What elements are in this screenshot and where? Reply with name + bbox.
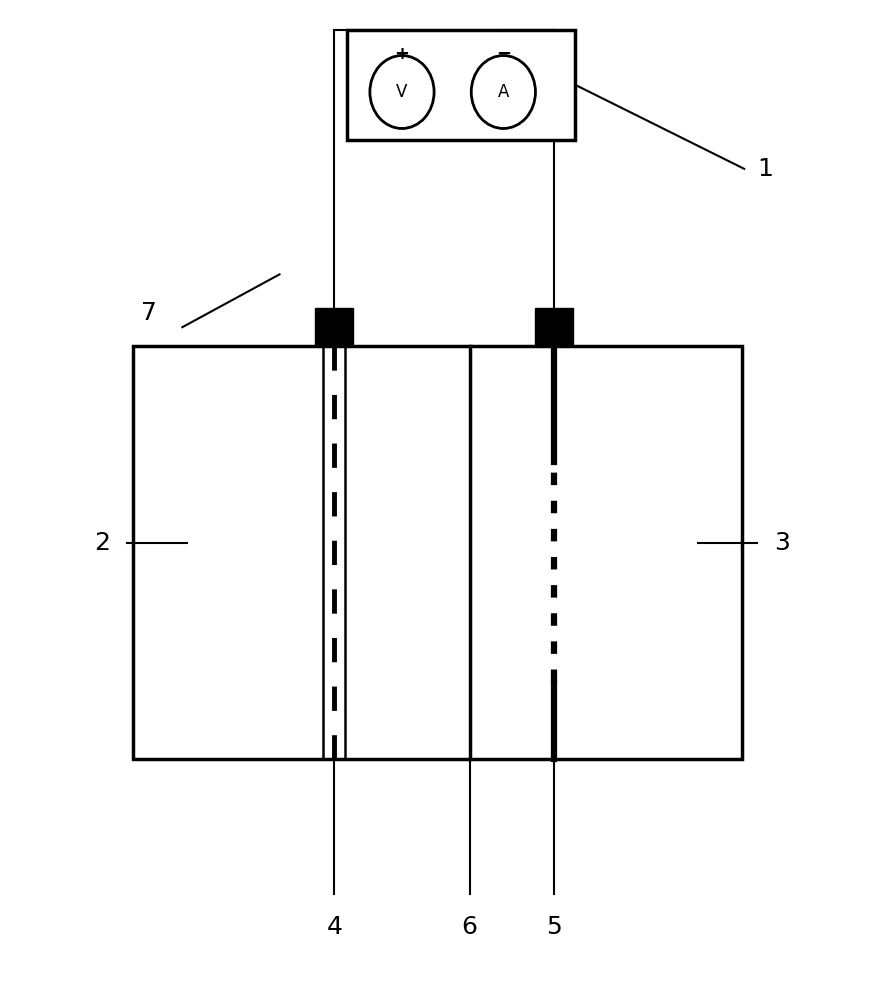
Text: 6: 6 <box>462 915 478 939</box>
Text: 5: 5 <box>546 915 562 939</box>
Text: +: + <box>394 45 409 63</box>
Circle shape <box>472 56 535 128</box>
Text: 7: 7 <box>141 301 157 325</box>
Text: 2: 2 <box>94 531 110 555</box>
Bar <box>134 346 743 759</box>
Circle shape <box>370 56 434 128</box>
Bar <box>347 30 576 140</box>
Text: V: V <box>396 83 407 101</box>
Text: A: A <box>498 83 509 101</box>
Text: 4: 4 <box>326 915 342 939</box>
Text: 1: 1 <box>758 157 774 181</box>
Bar <box>535 308 573 346</box>
Text: 3: 3 <box>774 531 790 555</box>
Text: −: − <box>495 45 511 63</box>
Bar <box>315 308 354 346</box>
